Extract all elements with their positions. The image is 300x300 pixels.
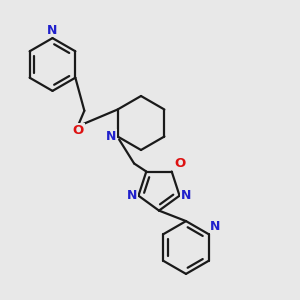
Text: N: N xyxy=(106,130,116,143)
Text: O: O xyxy=(73,124,84,137)
Text: N: N xyxy=(47,24,58,37)
Text: N: N xyxy=(181,189,191,202)
Text: N: N xyxy=(127,189,137,202)
Text: N: N xyxy=(210,220,221,233)
Text: O: O xyxy=(174,157,185,170)
